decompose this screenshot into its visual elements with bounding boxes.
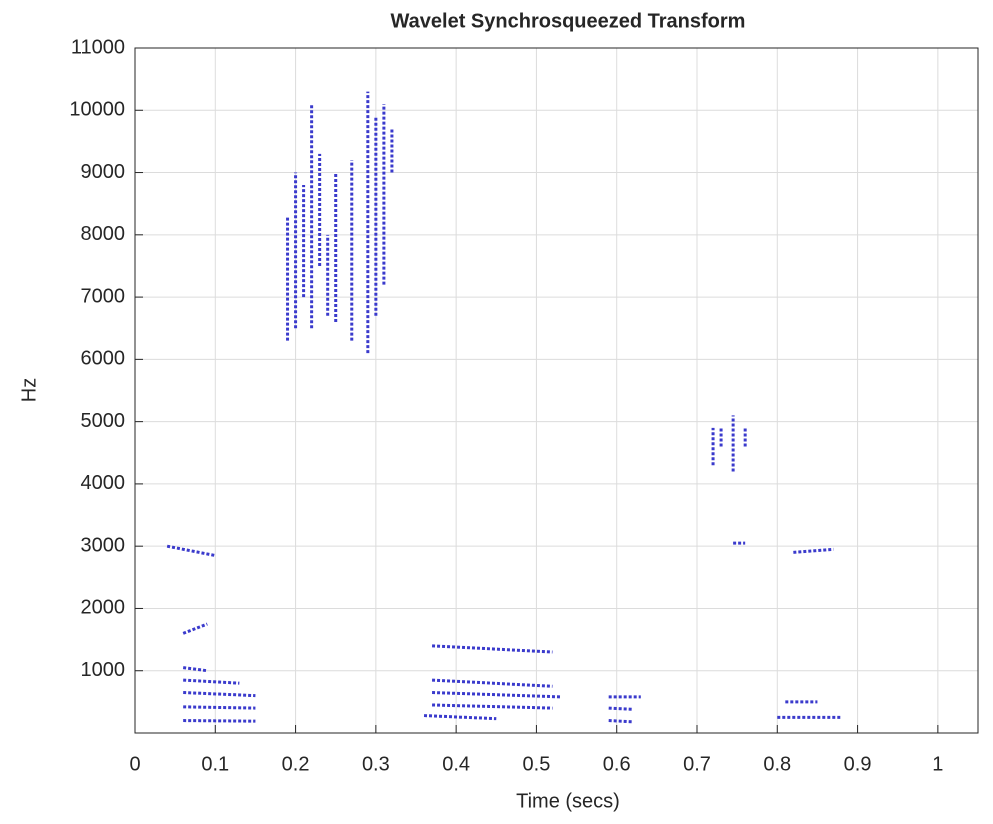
ridge — [608, 719, 633, 724]
ridge — [793, 547, 834, 554]
chart-title: Wavelet Synchrosqueezed Transform — [391, 10, 746, 32]
y-tick-label: 7000 — [81, 285, 126, 307]
y-tick-label: 6000 — [81, 348, 126, 370]
x-axis-label: Time (secs) — [516, 790, 620, 812]
y-tick-label: 8000 — [81, 223, 126, 245]
y-tick-label: 3000 — [81, 534, 126, 556]
ridge — [182, 666, 208, 673]
ridge — [431, 644, 553, 654]
x-tick-label: 0.3 — [362, 753, 390, 775]
x-tick-label: 0.1 — [201, 753, 229, 775]
x-tick-label: 0.5 — [523, 753, 551, 775]
ridge — [608, 706, 633, 711]
x-tick-label: 0.8 — [763, 753, 791, 775]
ridge — [182, 622, 208, 635]
x-tick-label: 0 — [129, 753, 140, 775]
y-tick-label: 10000 — [69, 99, 125, 121]
x-tick-label: 0.2 — [282, 753, 310, 775]
y-tick-label: 1000 — [81, 659, 126, 681]
ridge — [183, 719, 256, 723]
x-tick-label: 0.7 — [683, 753, 711, 775]
y-axis-label: Hz — [18, 378, 40, 402]
plot-frame — [134, 47, 979, 734]
y-tick-label: 9000 — [81, 161, 126, 183]
y-tick-label: 11000 — [71, 36, 125, 58]
y-tick-label: 2000 — [81, 597, 126, 619]
ridge — [431, 678, 553, 688]
ridge — [183, 705, 256, 710]
ridge — [432, 703, 553, 710]
ridge — [423, 714, 497, 721]
ridge — [432, 691, 561, 699]
ridge — [166, 544, 216, 557]
ridge — [183, 691, 256, 698]
x-tick-label: 0.9 — [844, 753, 872, 775]
x-tick-label: 1 — [932, 753, 943, 775]
ridge — [183, 678, 240, 685]
x-tick-label: 0.6 — [603, 753, 631, 775]
y-tick-label: 5000 — [81, 410, 126, 432]
y-tick-label: 4000 — [81, 472, 126, 494]
x-tick-label: 0.4 — [442, 753, 470, 775]
